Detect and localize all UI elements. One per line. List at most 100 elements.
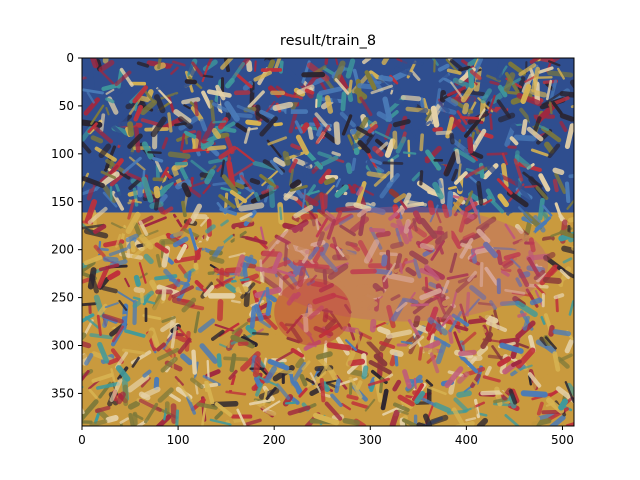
brushstroke bbox=[292, 219, 309, 234]
brushstroke bbox=[437, 63, 450, 72]
brushstroke bbox=[170, 66, 179, 75]
brushstroke bbox=[351, 157, 357, 172]
brushstroke bbox=[399, 262, 403, 275]
brushstroke bbox=[289, 179, 302, 189]
y-tick-label: 300 bbox=[51, 339, 74, 353]
brushstroke bbox=[369, 227, 386, 233]
brushstroke bbox=[404, 259, 415, 265]
brushstroke bbox=[324, 58, 329, 65]
brushstroke bbox=[253, 60, 257, 72]
brushstroke bbox=[552, 329, 571, 337]
brushstroke bbox=[430, 105, 440, 128]
brushstroke bbox=[284, 145, 301, 157]
brushstroke bbox=[147, 150, 162, 155]
brushstroke bbox=[315, 92, 323, 108]
brushstroke bbox=[354, 88, 368, 100]
brushstroke bbox=[115, 233, 122, 248]
brushstroke bbox=[325, 210, 335, 220]
brushstroke bbox=[447, 230, 453, 257]
brushstroke bbox=[447, 329, 454, 344]
brushstroke bbox=[465, 291, 471, 317]
brushstroke bbox=[127, 121, 135, 137]
brushstroke bbox=[183, 130, 198, 140]
brushstroke bbox=[299, 373, 308, 387]
brushstroke bbox=[557, 67, 565, 80]
brushstroke bbox=[216, 164, 223, 173]
brushstroke bbox=[231, 220, 255, 230]
brushstroke bbox=[301, 189, 307, 211]
brushstroke bbox=[369, 318, 377, 333]
brushstroke bbox=[318, 168, 332, 185]
brushstroke bbox=[459, 115, 480, 120]
brushstroke bbox=[134, 102, 138, 112]
brushstroke bbox=[142, 369, 152, 378]
brushstroke bbox=[156, 342, 166, 352]
brushstroke bbox=[154, 84, 167, 92]
brushstroke bbox=[251, 331, 269, 336]
brushstroke bbox=[432, 126, 444, 132]
brushstroke bbox=[93, 125, 113, 144]
brushstroke bbox=[167, 112, 173, 133]
brushstroke bbox=[204, 169, 216, 185]
brushstroke bbox=[331, 151, 341, 157]
brushstroke bbox=[97, 303, 108, 316]
brushstroke bbox=[393, 193, 407, 204]
brushstroke bbox=[485, 320, 508, 333]
brushstroke bbox=[203, 285, 215, 298]
brushstroke bbox=[342, 326, 360, 334]
brushstroke bbox=[98, 69, 115, 85]
brushstroke bbox=[469, 69, 482, 81]
brushstroke bbox=[194, 280, 210, 295]
brushstroke bbox=[357, 83, 375, 90]
brushstroke bbox=[243, 126, 251, 144]
brushstroke bbox=[243, 255, 257, 265]
brushstroke bbox=[143, 253, 154, 265]
brushstroke bbox=[267, 129, 280, 140]
brushstroke bbox=[342, 249, 360, 259]
brushstroke bbox=[553, 293, 565, 300]
brushstroke bbox=[419, 242, 435, 251]
brushstroke bbox=[491, 115, 497, 130]
brushstroke bbox=[82, 340, 92, 349]
brushstroke bbox=[114, 70, 132, 87]
brushstroke bbox=[380, 314, 390, 324]
brushstroke bbox=[128, 152, 142, 158]
brushstroke bbox=[425, 379, 434, 387]
brushstroke bbox=[136, 95, 150, 103]
brushstroke bbox=[188, 203, 203, 224]
brushstroke bbox=[177, 382, 193, 403]
brushstroke bbox=[82, 313, 95, 324]
brushstroke bbox=[359, 335, 385, 343]
brushstroke bbox=[459, 230, 485, 245]
brushstroke bbox=[214, 402, 233, 417]
brushstroke bbox=[536, 370, 558, 386]
brushstroke bbox=[223, 356, 249, 362]
brushstroke bbox=[314, 365, 328, 388]
brushstroke bbox=[200, 216, 209, 227]
brushstroke bbox=[497, 193, 509, 208]
brushstroke bbox=[392, 379, 402, 392]
brushstroke bbox=[171, 332, 187, 343]
brushstroke bbox=[531, 66, 541, 93]
brushstroke bbox=[431, 58, 439, 66]
brushstroke bbox=[533, 216, 552, 234]
brushstroke bbox=[446, 86, 466, 97]
brushstroke bbox=[186, 395, 197, 415]
brushstroke bbox=[295, 189, 305, 199]
brushstroke bbox=[256, 328, 264, 334]
brushstroke bbox=[410, 70, 421, 81]
brushstroke bbox=[116, 391, 126, 405]
brushstroke bbox=[552, 167, 565, 176]
brushstroke bbox=[191, 349, 198, 375]
brushstroke bbox=[346, 394, 359, 401]
brushstroke bbox=[477, 301, 494, 306]
brushstroke bbox=[82, 153, 101, 169]
brushstroke bbox=[446, 68, 462, 75]
brushstroke bbox=[98, 143, 112, 159]
brushstroke bbox=[88, 379, 100, 390]
brushstroke bbox=[373, 353, 388, 367]
brushstroke bbox=[511, 359, 522, 367]
brushstroke bbox=[322, 66, 336, 76]
brushstroke bbox=[442, 94, 459, 107]
